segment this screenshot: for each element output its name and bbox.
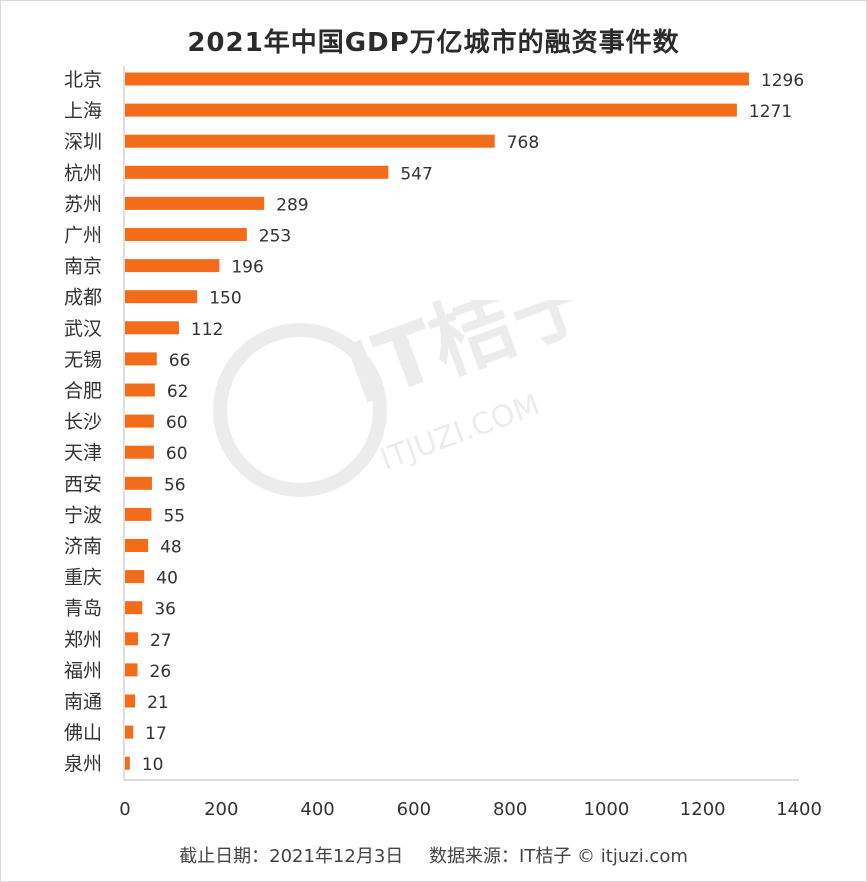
data-label: 48 [160, 538, 182, 558]
footer-source: 数据来源：IT桔子 © itjuzi.com [429, 846, 688, 867]
data-label: 21 [147, 693, 169, 713]
data-label: 1296 [761, 71, 804, 91]
data-label: 56 [164, 475, 186, 495]
chart-title: 2021年中国GDP万亿城市的融资事件数 [187, 28, 680, 58]
data-label: 66 [169, 351, 191, 371]
bar [125, 72, 749, 86]
data-label: 547 [400, 164, 432, 184]
data-label: 36 [154, 600, 176, 620]
bars-group: 北京 1296 上海 1271 深圳 768 杭州 547 苏州 289 广州 253 南京 196 成都 1… [64, 69, 804, 775]
category-label: 佛山 [64, 722, 102, 744]
data-label: 150 [209, 289, 241, 309]
bar [125, 476, 152, 490]
category-label: 北京 [64, 69, 102, 91]
category-label: 西安 [64, 473, 102, 495]
data-label: 17 [145, 724, 167, 744]
data-label: 768 [507, 133, 539, 153]
data-label: 289 [276, 195, 308, 215]
category-label: 重庆 [64, 567, 102, 589]
bar [125, 507, 152, 521]
data-label: 60 [166, 413, 188, 433]
category-label: 成都 [64, 287, 102, 309]
category-label: 南京 [64, 256, 102, 278]
bar [125, 321, 179, 335]
category-label: 合肥 [64, 380, 102, 402]
bar [125, 228, 247, 241]
footer-date: 截止日期：2021年12月3日 [179, 846, 404, 867]
x-tick-label: 1000 [584, 799, 630, 820]
data-label: 1271 [749, 102, 792, 122]
category-label: 郑州 [64, 629, 102, 651]
bar [125, 756, 130, 770]
data-label: 10 [142, 755, 164, 775]
bar [125, 103, 737, 117]
category-label: 苏州 [64, 193, 102, 215]
category-label: 深圳 [64, 131, 102, 153]
category-label: 无锡 [64, 349, 102, 371]
data-label: 60 [166, 444, 188, 464]
bar [125, 570, 145, 584]
category-label: 天津 [64, 442, 102, 464]
category-label: 南通 [64, 691, 102, 713]
bar [125, 134, 495, 148]
watermark-logo: IT桔子 ITJUZI.COM [213, 300, 608, 497]
data-label: 62 [167, 382, 189, 402]
x-tick-label: 1400 [776, 799, 822, 820]
x-tick-label: 200 [204, 799, 238, 820]
bar [125, 259, 220, 273]
bar [125, 539, 149, 552]
category-label: 青岛 [64, 598, 102, 620]
x-tick-label: 400 [300, 799, 334, 820]
bar [125, 694, 136, 708]
bar [125, 445, 154, 459]
x-tick-label: 0 [119, 799, 130, 820]
category-label: 济南 [64, 536, 102, 558]
category-label: 泉州 [64, 753, 102, 775]
bar [125, 601, 143, 615]
data-label: 112 [191, 320, 223, 340]
data-label: 40 [156, 569, 178, 589]
bar [125, 383, 155, 397]
x-tick-label: 600 [397, 799, 431, 820]
data-label: 27 [150, 631, 172, 651]
category-label: 宁波 [64, 504, 102, 526]
watermark-circle-icon [213, 323, 387, 497]
bar [125, 352, 157, 366]
data-label: 26 [150, 662, 172, 682]
category-label: 福州 [64, 660, 102, 682]
bar [125, 290, 198, 304]
category-label: 长沙 [64, 411, 102, 433]
bar [125, 165, 389, 179]
bar [125, 196, 265, 210]
category-label: 广州 [64, 225, 102, 247]
bar [125, 414, 154, 428]
x-tick-label: 1200 [680, 799, 726, 820]
bar [125, 725, 134, 739]
bar [125, 663, 138, 677]
category-label: 武汉 [64, 318, 102, 340]
category-label: 上海 [64, 100, 102, 122]
x-tick-label: 800 [493, 799, 527, 820]
category-label: 杭州 [64, 162, 102, 184]
data-label: 55 [163, 506, 185, 526]
x-axis: 0 200 400 600 800 1000 1200 1400 [119, 66, 822, 820]
bar [125, 632, 138, 646]
data-label: 253 [259, 227, 291, 247]
footer: 截止日期：2021年12月3日 数据来源：IT桔子 © itjuzi.com [0, 842, 867, 868]
data-label: 196 [231, 258, 263, 278]
